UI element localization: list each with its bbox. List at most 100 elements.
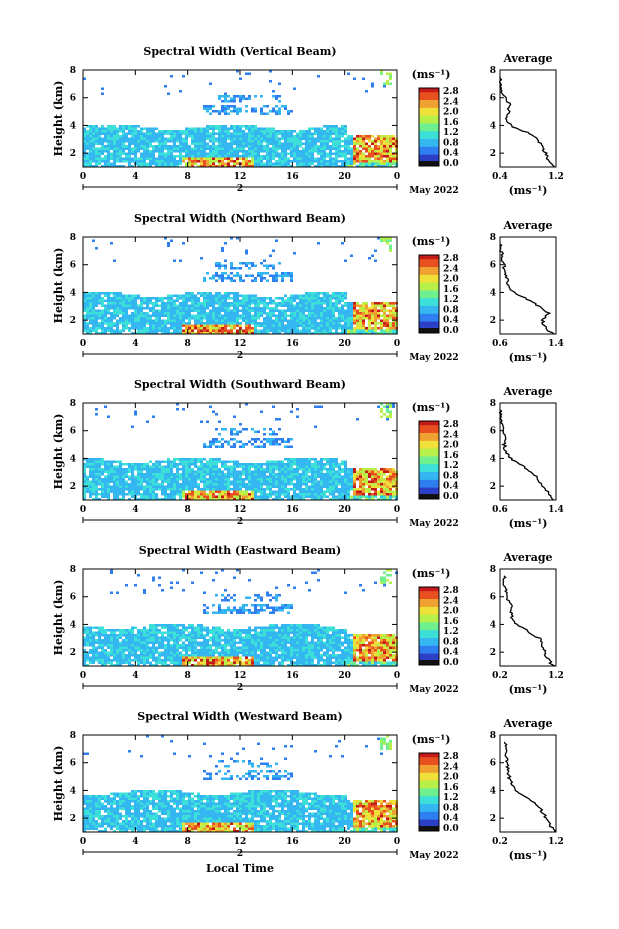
- colorbar-segment: [419, 768, 439, 771]
- colorbar-segment: [419, 325, 439, 328]
- colorbar-segment: [419, 270, 439, 273]
- colorbar-segment: [419, 146, 439, 149]
- colorbar-segment: [419, 487, 439, 490]
- colorbar-segment: [419, 317, 439, 320]
- colorbar-segment: [419, 148, 439, 151]
- chart-title: Spectral Width (Southward Beam): [134, 378, 346, 391]
- colorbar-segment: [419, 152, 439, 155]
- colorbar-segment: [419, 264, 439, 267]
- colorbar-segment: [419, 823, 439, 826]
- colorbar-segment: [419, 442, 439, 445]
- x-tick-label: 0: [394, 172, 400, 182]
- colorbar-segment: [419, 629, 439, 633]
- x-tick-label: 16: [286, 172, 299, 182]
- x-tick-label: 4: [132, 172, 138, 182]
- colorbar-segment: [419, 494, 439, 499]
- avg-x-tick-label: 0.2: [492, 671, 508, 681]
- colorbar-tick-label: 1.2: [443, 627, 459, 637]
- x-tick-label: 0: [80, 671, 86, 681]
- colorbar-tick-label: 2.8: [443, 586, 459, 596]
- colorbar: [418, 87, 440, 167]
- colorbar-segment: [419, 121, 439, 124]
- colorbar-segment: [419, 456, 439, 459]
- colorbar-segment: [419, 258, 439, 262]
- avg-x-tick-label: 0.6: [492, 339, 508, 349]
- colorbar-segment: [419, 614, 439, 617]
- colorbar-segment: [419, 311, 439, 314]
- colorbar-tick-label: 0.0: [443, 492, 459, 502]
- x-tick-label: 20: [338, 339, 351, 349]
- colorbar-segment: [419, 803, 439, 806]
- colorbar-segment: [419, 631, 439, 635]
- colorbar-segment: [419, 635, 439, 638]
- day-tick-label: 2: [237, 184, 243, 194]
- heatmap-cells: [83, 70, 398, 168]
- avg-y-tick-label: 2: [490, 814, 496, 824]
- colorbar-segment: [419, 88, 439, 91]
- colorbar-unit: (ms⁻¹): [412, 401, 451, 414]
- colorbar-frame: [418, 420, 440, 500]
- colorbar-segment: [419, 811, 439, 814]
- colorbar-segment: [419, 299, 439, 303]
- colorbar-segment: [419, 819, 439, 822]
- y-tick-label: 4: [70, 288, 76, 298]
- y-tick-label: 6: [70, 261, 76, 271]
- colorbar-segment: [419, 649, 439, 652]
- colorbar-segment: [419, 154, 439, 157]
- y-tick-label: 8: [70, 731, 76, 741]
- day-tick-label: 2: [237, 849, 243, 859]
- colorbar-segment: [419, 117, 439, 120]
- colorbar-segment: [419, 588, 439, 592]
- day-tick-label: 2: [237, 351, 243, 361]
- x-tick-label: 12: [234, 837, 247, 847]
- colorbar-segment: [419, 282, 439, 285]
- avg-x-tick-label: 1.2: [548, 671, 564, 681]
- date-label: May 2022: [409, 851, 458, 861]
- average-x-unit: (ms⁻¹): [509, 517, 548, 530]
- colorbar-segment: [419, 471, 439, 474]
- colorbar-segment: [419, 128, 439, 132]
- avg-y-tick-label: 8: [490, 66, 496, 76]
- date-label: May 2022: [409, 519, 458, 529]
- colorbar-segment: [419, 485, 439, 488]
- colorbar-segment: [419, 138, 439, 141]
- colorbar-segment: [419, 268, 439, 271]
- colorbar-tick-label: 1.6: [443, 451, 459, 461]
- colorbar-segment: [419, 809, 439, 812]
- avg-y-tick-label: 4: [490, 121, 496, 131]
- avg-x-tick-label: 1.4: [548, 505, 564, 515]
- average-title: Average: [502, 717, 552, 730]
- colorbar-segment: [419, 618, 439, 621]
- colorbar-segment: [419, 127, 439, 130]
- colorbar-segment: [419, 826, 439, 831]
- colorbar-tick-label: 0.8: [443, 803, 459, 813]
- colorbar-segment: [419, 255, 439, 258]
- average-profile: Average 2 4 6 8 0.4 1.2(ms⁻¹): [490, 52, 564, 197]
- y-tick-label: 8: [70, 233, 76, 243]
- colorbar-tick-label: 1.6: [443, 285, 459, 295]
- average-x-unit: (ms⁻¹): [509, 683, 548, 696]
- panel-5: Spectral Width (Westward Beam) Height (km…: [52, 710, 564, 875]
- avg-y-tick-label: 6: [490, 427, 496, 437]
- avg-x-tick-label: 0.6: [492, 505, 508, 515]
- average-profile: Average 2 4 6 8 0.2 1.2(ms⁻¹): [490, 717, 564, 862]
- average-line: [502, 575, 556, 667]
- colorbar-segment: [419, 805, 439, 808]
- x-tick-label: 0: [394, 671, 400, 681]
- colorbar-segment: [419, 156, 439, 159]
- x-tick-label: 12: [234, 339, 247, 349]
- colorbar-segment: [419, 426, 439, 430]
- colorbar-segment: [419, 641, 439, 644]
- avg-y-tick-label: 4: [490, 620, 496, 630]
- x-tick-label: 0: [394, 837, 400, 847]
- average-x-unit: (ms⁻¹): [509, 849, 548, 862]
- colorbar-segment: [419, 450, 439, 453]
- x-tick-label: 20: [338, 837, 351, 847]
- colorbar-segment: [419, 596, 439, 599]
- avg-y-tick-label: 2: [490, 482, 496, 492]
- colorbar-segment: [419, 428, 439, 432]
- colorbar-frame: [418, 752, 440, 832]
- colorbar-segment: [419, 111, 439, 114]
- colorbar-segment: [419, 307, 439, 310]
- colorbar-tick-label: 0.0: [443, 824, 459, 834]
